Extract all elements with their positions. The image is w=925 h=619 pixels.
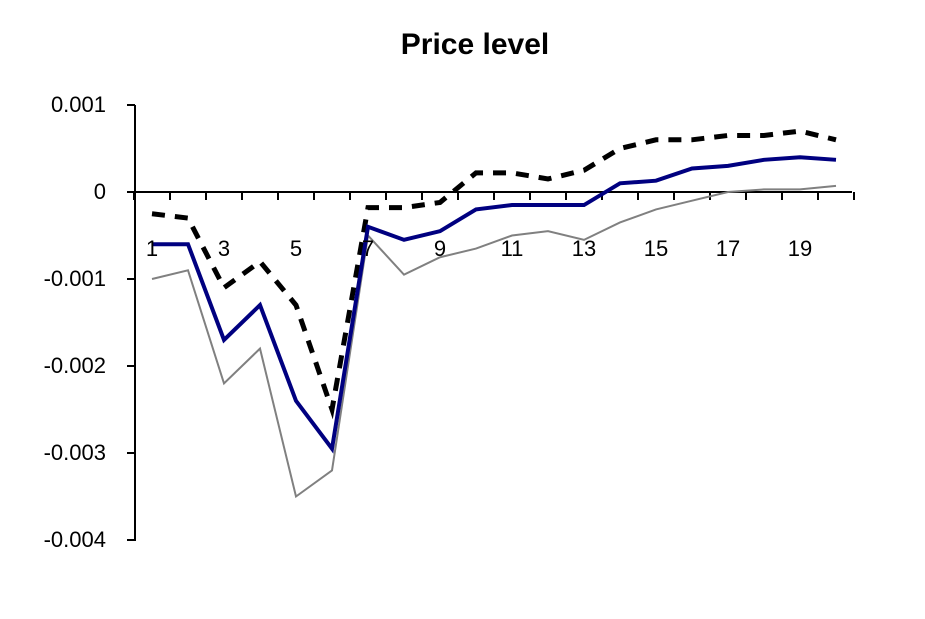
chart-title: Price level bbox=[400, 28, 550, 61]
x-tick-label: 11 bbox=[501, 236, 524, 261]
x-tick-label: 3 bbox=[218, 236, 230, 261]
series-line-solid-thick bbox=[152, 155, 837, 454]
y-tick-label: -0.002 bbox=[44, 353, 106, 378]
series-lines bbox=[151, 128, 837, 499]
x-tick-label: 9 bbox=[434, 236, 446, 261]
y-tick-label: -0.004 bbox=[44, 527, 106, 552]
x-tick-label: 19 bbox=[788, 236, 812, 261]
x-tick-label: 5 bbox=[290, 236, 302, 261]
series-line-dashed bbox=[151, 128, 837, 420]
y-tick-label: -0.001 bbox=[44, 266, 106, 291]
y-tick-label: 0 bbox=[94, 179, 106, 204]
axes bbox=[127, 104, 855, 541]
y-tick-label: -0.003 bbox=[44, 440, 106, 465]
x-tick-label: 13 bbox=[572, 236, 596, 261]
x-tick-label: 1 bbox=[146, 236, 158, 261]
x-tick-label: 15 bbox=[644, 236, 668, 261]
y-tick-label: 0.001 bbox=[51, 92, 106, 117]
x-tick-label: 7 bbox=[362, 236, 374, 261]
series-line-solid-thin bbox=[151, 184, 837, 499]
x-tick-label: 17 bbox=[716, 236, 740, 261]
